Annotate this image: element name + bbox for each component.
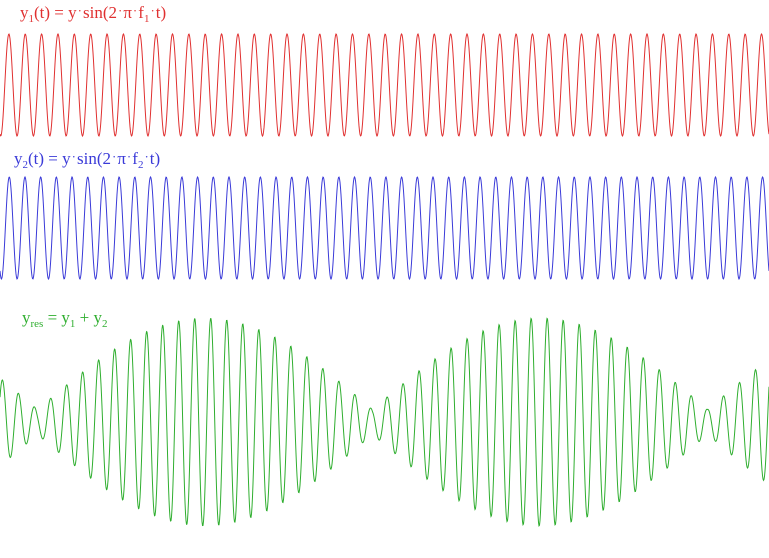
y1-tail: t) bbox=[155, 3, 167, 22]
yres-term2-sub: 2 bbox=[102, 318, 108, 330]
y2-dot: · bbox=[71, 149, 76, 164]
yres-term1: y bbox=[61, 308, 70, 327]
y1-lhs-arg: (t) bbox=[34, 3, 51, 22]
y1-dot: · bbox=[150, 3, 155, 18]
y2-freq: f bbox=[132, 149, 138, 168]
y1-dot: · bbox=[117, 3, 123, 18]
y1-dot: · bbox=[77, 3, 82, 18]
y1-pi: π bbox=[123, 3, 132, 22]
y1-amplitude: y bbox=[68, 3, 77, 22]
yres-lhs-sub: res bbox=[30, 318, 44, 330]
y1-sin: sin(2 bbox=[82, 3, 117, 22]
y1-lhs-sub: 1 bbox=[28, 13, 35, 25]
y2-equals: = bbox=[44, 149, 63, 168]
yres-plus: + bbox=[75, 308, 94, 327]
y2-wave bbox=[0, 175, 769, 281]
yres-equation: yres = y1 + y2 bbox=[22, 308, 108, 330]
y2-lhs: y bbox=[14, 149, 23, 168]
y2-dot: · bbox=[111, 149, 117, 164]
y2-dot: · bbox=[126, 149, 132, 164]
y2-equation: y2(t) = y·sin(2·π·f2·t) bbox=[14, 149, 161, 171]
y1-equation: y1(t) = y·sin(2·π·f1·t) bbox=[20, 3, 167, 25]
yres-wave bbox=[0, 317, 769, 527]
y1-freq-sub: 1 bbox=[143, 13, 150, 25]
y2-freq-sub: 2 bbox=[137, 159, 144, 171]
y2-pi: π bbox=[117, 149, 126, 168]
y2-lhs-arg: (t) bbox=[28, 149, 45, 168]
y2-lhs-sub: 2 bbox=[22, 159, 29, 171]
y1-freq: f bbox=[138, 3, 144, 22]
y1-wave bbox=[0, 32, 769, 138]
y1-lhs: y bbox=[20, 3, 29, 22]
yres-term2: y bbox=[93, 308, 103, 327]
yres-lhs: y bbox=[22, 308, 31, 327]
y2-dot: · bbox=[144, 149, 149, 164]
y2-sin: sin(2 bbox=[76, 149, 111, 168]
y1-equals: = bbox=[50, 3, 69, 22]
y2-tail: t) bbox=[149, 149, 161, 168]
yres-term1-sub: 1 bbox=[69, 318, 76, 330]
y1-dot: · bbox=[132, 3, 138, 18]
y2-amplitude: y bbox=[62, 149, 71, 168]
yres-equals: = bbox=[43, 308, 62, 327]
